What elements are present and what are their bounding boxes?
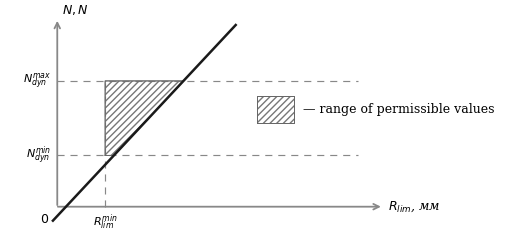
Text: — range of permissible values: — range of permissible values — [303, 103, 495, 116]
Text: $0$: $0$ — [40, 212, 49, 226]
Text: $N_{dyn}^{min}$: $N_{dyn}^{min}$ — [25, 144, 51, 167]
Text: $N_{dyn}^{max}$: $N_{dyn}^{max}$ — [23, 71, 51, 91]
Text: $N,N$: $N,N$ — [62, 3, 89, 17]
Text: $R_{lim}^{min}$: $R_{lim}^{min}$ — [93, 212, 117, 232]
Bar — [258, 96, 295, 123]
Text: $R_{lim}$, мм: $R_{lim}$, мм — [388, 199, 440, 214]
